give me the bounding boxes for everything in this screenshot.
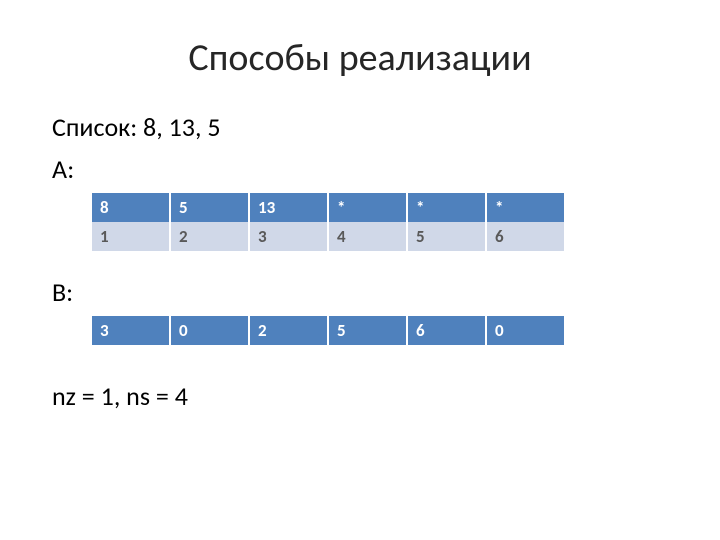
table-cell: 5 (329, 316, 406, 345)
table-cell: 1 (92, 222, 169, 251)
table-b: 3 0 2 5 6 0 (90, 316, 566, 345)
table-a: 8 5 13 * * * 1 2 3 4 5 6 (90, 193, 566, 251)
table-cell: 2 (171, 222, 248, 251)
table-cell: 6 (487, 222, 564, 251)
table-cell: 13 (250, 193, 327, 222)
table-cell: 5 (408, 222, 485, 251)
list-label: Список: 8, 13, 5 (52, 111, 670, 143)
page-title: Способы реализации (50, 35, 670, 81)
table-a-index-row: 1 2 3 4 5 6 (92, 222, 564, 251)
table-cell: 5 (171, 193, 248, 222)
table-cell: 3 (250, 222, 327, 251)
table-cell: 6 (408, 316, 485, 345)
table-cell: 4 (329, 222, 406, 251)
footer-text: nz = 1, ns = 4 (52, 380, 670, 412)
table-cell: 8 (92, 193, 169, 222)
table-cell: * (408, 193, 485, 222)
label-b: B: (52, 276, 670, 308)
table-cell: 0 (171, 316, 248, 345)
label-a: А: (52, 153, 670, 185)
table-b-header-row: 3 0 2 5 6 0 (92, 316, 564, 345)
table-a-header-row: 8 5 13 * * * (92, 193, 564, 222)
table-cell: * (487, 193, 564, 222)
table-cell: * (329, 193, 406, 222)
table-cell: 3 (92, 316, 169, 345)
table-cell: 2 (250, 316, 327, 345)
table-cell: 0 (487, 316, 564, 345)
